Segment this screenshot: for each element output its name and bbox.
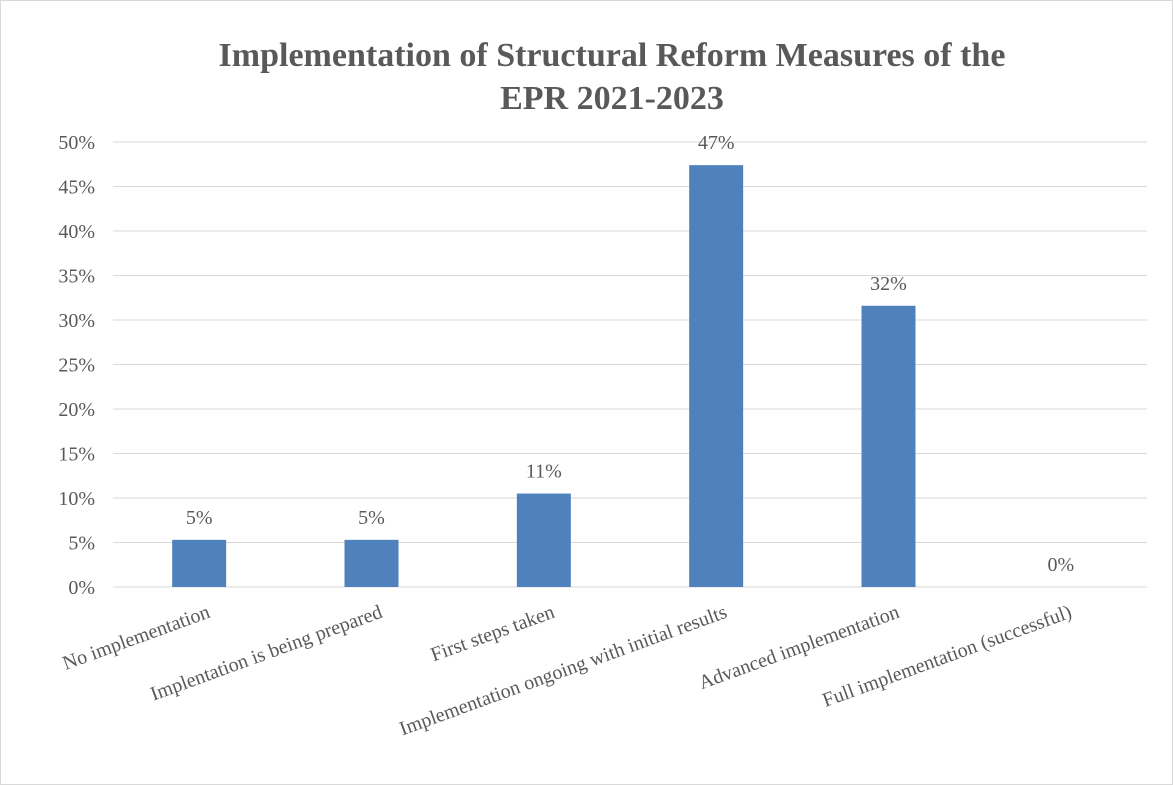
bar [861, 305, 916, 587]
bars [172, 165, 916, 587]
y-tick-label: 20% [58, 399, 95, 421]
data-label: 11% [526, 461, 562, 483]
data-label: 47% [698, 132, 735, 154]
category-label: First steps taken [428, 601, 558, 666]
y-tick-label: 40% [58, 221, 95, 243]
data-labels: 5% 5% 11% 47% 32% 0% [186, 132, 1074, 576]
gridlines [113, 141, 1147, 588]
bar [172, 539, 227, 587]
y-tick-label: 15% [58, 444, 95, 466]
bar [689, 165, 744, 587]
y-tick-label: 0% [68, 577, 95, 599]
y-tick-label: 5% [68, 533, 95, 555]
y-tick-label: 30% [58, 310, 95, 332]
y-tick-label: 25% [58, 355, 95, 377]
data-label: 5% [358, 507, 385, 529]
y-tick-label: 45% [58, 177, 95, 199]
bar [516, 493, 571, 587]
data-label: 32% [870, 273, 907, 295]
y-tick-label: 35% [58, 266, 95, 288]
category-label: Implementation ongoing with initial resu… [397, 601, 730, 740]
category-label: No implementation [60, 601, 213, 675]
y-tick-label: 10% [58, 488, 95, 510]
data-label: 5% [186, 507, 213, 529]
bar [344, 539, 399, 587]
chart-title-line-2: EPR 2021-2023 [500, 80, 724, 117]
y-tick-label: 50% [58, 132, 95, 154]
chart-title-line-1: Implementation of Structural Reform Meas… [219, 37, 1006, 74]
y-axis-ticks: 0% 5% 10% 15% 20% 25% 30% 35% 40% 45% 50% [58, 132, 95, 599]
data-label: 0% [1047, 554, 1074, 576]
